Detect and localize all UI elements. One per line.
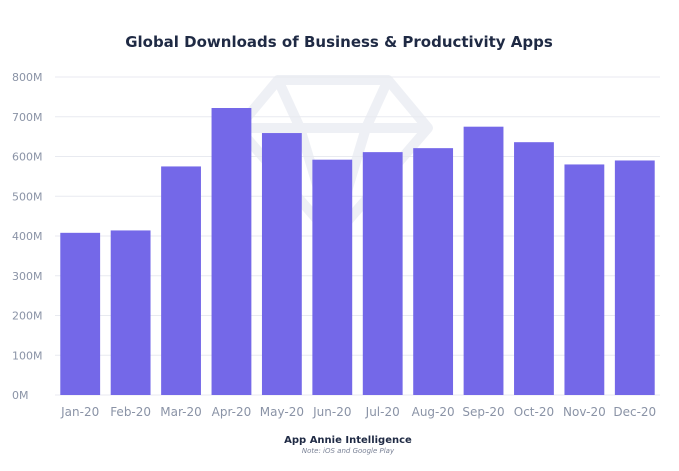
x-tick-label: Oct-20 — [514, 405, 554, 419]
bar-may-20 — [261, 133, 302, 396]
y-tick-label: 200M — [12, 310, 43, 323]
bar-aug-20 — [413, 148, 454, 395]
bar-apr-20 — [211, 108, 252, 395]
y-tick-label: 700M — [12, 111, 43, 124]
bar-oct-20 — [514, 142, 554, 395]
x-tick-label: Apr-20 — [212, 405, 252, 419]
y-tick-label: 100M — [12, 349, 43, 362]
y-tick-label: 600M — [12, 151, 43, 164]
x-tick-label: Mar-20 — [160, 405, 201, 419]
source-note: Note: iOS and Google Play — [302, 447, 395, 455]
grid-lines — [55, 76, 660, 396]
y-axis-ticks: 0M 100M 200M 300M 400M 500M 600M 700M 800M — [12, 71, 43, 402]
bar-mar-20 — [161, 166, 201, 395]
x-tick-label: Sep-20 — [462, 405, 504, 419]
bar-jan-20 — [60, 232, 101, 395]
bars — [60, 108, 655, 396]
x-tick-label: Jan-20 — [60, 405, 99, 419]
x-tick-label: Dec-20 — [613, 405, 656, 419]
chart-title: Global Downloads of Business & Productiv… — [125, 33, 553, 51]
bar-nov-20 — [564, 164, 605, 395]
y-tick-label: 400M — [12, 230, 43, 243]
x-tick-label: Nov-20 — [563, 405, 606, 419]
x-tick-label: Jul-20 — [365, 405, 400, 419]
bar-jul-20 — [362, 152, 403, 395]
x-axis-ticks: Jan-20 Feb-20 Mar-20 Apr-20 May-20 Jun-20 Jul-… — [60, 405, 656, 419]
y-tick-label: 300M — [12, 270, 43, 283]
y-tick-label: 800M — [12, 71, 43, 84]
bar-dec-20 — [614, 160, 655, 395]
x-tick-label: May-20 — [260, 405, 304, 419]
bar-sep-20 — [463, 126, 504, 395]
source-label: App Annie Intelligence — [284, 435, 412, 446]
bar-jun-20 — [312, 159, 353, 395]
y-tick-label: 500M — [12, 190, 43, 203]
x-tick-label: Aug-20 — [412, 405, 455, 419]
x-tick-label: Jun-20 — [312, 405, 351, 419]
bar-feb-20 — [110, 230, 151, 395]
y-tick-label: 0M — [12, 389, 29, 402]
x-tick-label: Feb-20 — [110, 405, 151, 419]
